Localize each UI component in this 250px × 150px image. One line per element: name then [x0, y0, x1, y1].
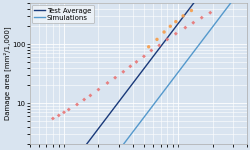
Point	[149, 49, 153, 52]
Test Average	[136, 76, 139, 78]
Point	[168, 25, 172, 27]
Point	[62, 111, 66, 114]
Simulations	[216, 20, 219, 21]
Point	[147, 46, 151, 48]
Simulations	[136, 125, 139, 126]
Y-axis label: Damage area [mm²/1,000]: Damage area [mm²/1,000]	[3, 27, 10, 120]
Point	[174, 20, 178, 23]
Point	[162, 31, 166, 33]
Point	[200, 16, 204, 19]
Point	[51, 117, 55, 120]
Simulations	[137, 123, 140, 125]
Simulations	[142, 116, 146, 118]
Test Average	[142, 68, 146, 69]
Point	[75, 103, 79, 106]
Point	[165, 38, 169, 41]
Point	[155, 38, 159, 41]
Point	[96, 88, 100, 91]
Point	[88, 94, 92, 97]
Point	[113, 76, 117, 79]
Point	[181, 15, 185, 17]
Legend: Test Average, Simulations: Test Average, Simulations	[32, 5, 94, 23]
Point	[67, 108, 71, 111]
Point	[134, 61, 138, 63]
Point	[128, 65, 132, 68]
Point	[157, 44, 161, 47]
Point	[57, 114, 61, 117]
Point	[106, 82, 110, 84]
Point	[82, 98, 86, 101]
Point	[121, 70, 125, 73]
Point	[208, 11, 212, 14]
Point	[183, 26, 187, 29]
Point	[190, 9, 194, 12]
Point	[174, 32, 178, 35]
Point	[191, 21, 195, 24]
Point	[142, 55, 146, 58]
Test Average	[137, 75, 140, 76]
